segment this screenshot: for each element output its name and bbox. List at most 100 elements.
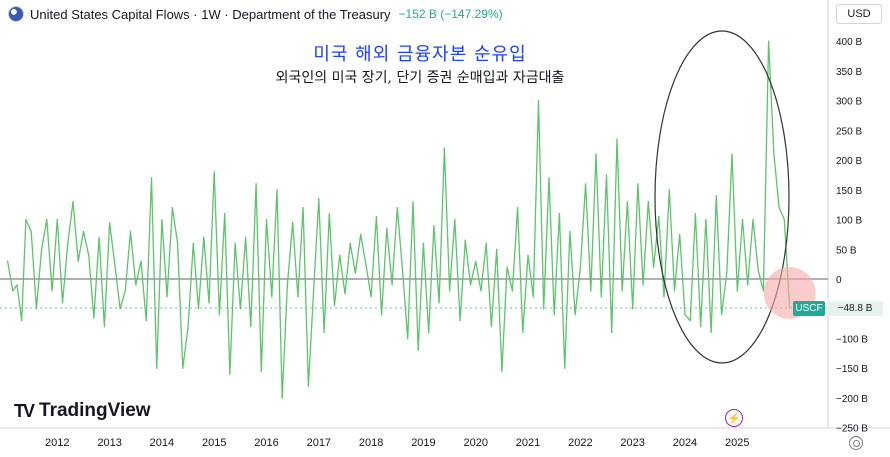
x-tick-label: 2012 <box>45 437 69 449</box>
data-point <box>553 314 555 316</box>
x-tick-label: 2016 <box>254 437 278 449</box>
data-point <box>370 296 372 298</box>
data-point <box>705 218 707 221</box>
tradingview-logo: TV TradingView <box>14 400 151 422</box>
data-point <box>585 183 587 185</box>
y-tick-label: −100 B <box>836 334 868 345</box>
x-tick-label: 2021 <box>516 437 540 449</box>
data-point <box>67 242 69 244</box>
data-point <box>313 290 315 292</box>
data-point <box>93 317 95 319</box>
series-line-uscf <box>6 40 791 399</box>
data-point <box>621 290 623 292</box>
data-point <box>135 284 137 286</box>
data-point <box>360 233 362 235</box>
data-point <box>208 302 210 304</box>
data-point <box>558 213 561 215</box>
data-point <box>464 239 466 241</box>
data-point <box>41 248 43 250</box>
data-point <box>700 326 702 328</box>
data-point <box>475 260 477 262</box>
data-point <box>16 284 18 286</box>
data-point <box>61 302 64 304</box>
data-point <box>731 153 733 155</box>
data-point <box>501 370 503 372</box>
data-point <box>736 290 738 292</box>
y-tick-label: 50 B <box>836 245 857 256</box>
data-point <box>307 385 309 387</box>
data-point <box>245 236 247 238</box>
data-point <box>768 40 770 42</box>
data-point <box>590 290 592 292</box>
data-point <box>114 263 116 265</box>
data-point <box>522 331 524 334</box>
data-point <box>726 272 728 274</box>
x-tick-label: 2023 <box>620 437 644 449</box>
y-tick-label: 200 B <box>836 156 862 167</box>
data-point <box>318 198 320 200</box>
data-point <box>7 260 9 262</box>
data-point <box>773 153 775 155</box>
data-point <box>673 290 676 292</box>
change-value: −152 B (−147.29%) <box>398 7 503 21</box>
data-point <box>564 367 566 369</box>
data-point <box>485 242 487 244</box>
data-point <box>527 254 529 256</box>
data-point <box>616 138 618 140</box>
data-point <box>77 260 79 262</box>
data-point <box>715 195 717 197</box>
data-point <box>469 284 472 286</box>
data-point <box>129 230 132 232</box>
data-point <box>480 290 482 292</box>
data-point <box>626 201 629 203</box>
data-point <box>663 296 665 298</box>
data-point <box>381 314 383 316</box>
lightning-icon[interactable]: ⚡ <box>725 409 743 427</box>
data-point <box>51 290 53 292</box>
data-point <box>532 296 534 298</box>
data-point <box>517 207 519 209</box>
data-point <box>637 183 639 185</box>
data-point <box>98 236 100 238</box>
data-point <box>297 296 299 298</box>
data-point <box>150 177 153 179</box>
symbol-title[interactable]: United States Capital Flows · 1W · Depar… <box>30 6 391 22</box>
data-point <box>56 218 58 221</box>
annotation-ellipse <box>654 30 790 364</box>
data-point <box>611 331 613 334</box>
data-point <box>171 207 173 209</box>
x-tick-label: 2022 <box>568 437 592 449</box>
x-tick-label: 2024 <box>673 437 697 449</box>
data-point <box>710 331 712 334</box>
data-point <box>490 326 492 328</box>
data-point <box>658 215 660 218</box>
data-point <box>459 320 461 322</box>
tradingview-logo-text: TradingView <box>39 400 151 421</box>
x-tick-label: 2025 <box>725 437 749 449</box>
data-point <box>35 308 38 310</box>
x-tick-label: 2017 <box>307 437 331 449</box>
data-point <box>365 263 367 265</box>
data-point <box>255 183 257 185</box>
y-tick-label: 150 B <box>836 186 862 197</box>
data-point <box>417 349 419 351</box>
data-point <box>302 207 304 209</box>
data-point <box>276 189 278 191</box>
data-point <box>88 254 90 256</box>
data-point <box>684 314 686 316</box>
data-point <box>443 147 445 149</box>
data-point <box>778 207 780 209</box>
settings-icon[interactable] <box>849 436 863 450</box>
data-point <box>506 266 508 268</box>
data-point <box>428 331 430 334</box>
data-point <box>349 242 351 244</box>
currency-button[interactable]: USD <box>836 4 882 24</box>
data-point <box>679 233 681 235</box>
y-tick-label: 400 B <box>836 37 862 48</box>
data-point <box>182 367 184 369</box>
data-point <box>119 308 121 310</box>
data-point <box>747 284 749 286</box>
data-point <box>82 230 85 232</box>
data-point <box>438 302 440 304</box>
